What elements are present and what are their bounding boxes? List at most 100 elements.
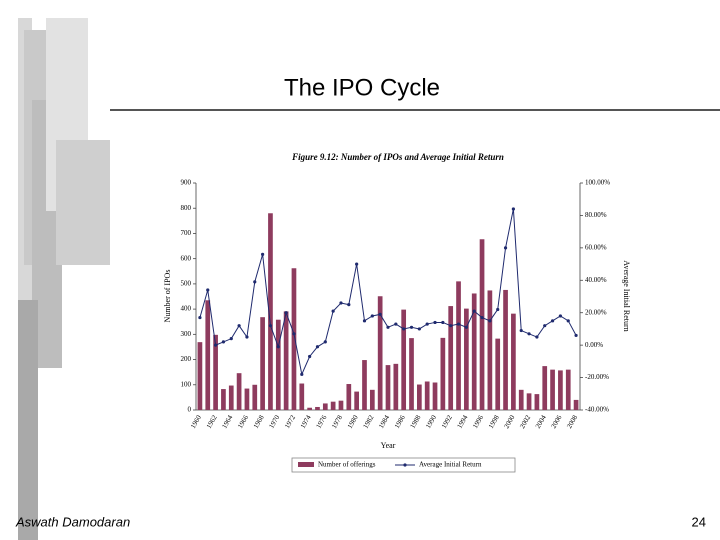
bar: [518, 389, 524, 410]
bar: [471, 293, 477, 410]
y2-tick-label: -40.00%: [585, 406, 609, 414]
y-tick-label: 500: [181, 279, 192, 287]
x-tick-label: 2004: [534, 413, 548, 430]
bar: [503, 289, 508, 410]
bar: [299, 383, 305, 410]
x-tick-label: 1978: [330, 413, 344, 430]
bar: [362, 360, 367, 410]
y2-tick-label: 60.00%: [585, 243, 607, 251]
bar: [448, 306, 454, 410]
x-tick-label: 1990: [424, 413, 438, 430]
y-tick-label: 300: [181, 330, 192, 338]
x-tick-label: 1976: [315, 413, 329, 430]
bar: [573, 399, 579, 410]
x-tick-label: 2008: [565, 413, 579, 430]
return-point: [229, 337, 233, 341]
return-point: [480, 315, 484, 320]
return-point: [308, 354, 312, 359]
x-tick-label: 1988: [409, 413, 423, 430]
bar: [275, 319, 281, 410]
bar: [401, 309, 407, 410]
bar: [205, 300, 211, 410]
y-tick-label: 700: [181, 229, 192, 237]
bar: [338, 400, 344, 410]
legend-label: Average Initial Return: [419, 461, 482, 469]
bar: [565, 369, 571, 410]
legend-box: [291, 457, 516, 473]
slide-decoration: [18, 18, 720, 540]
bar: [495, 338, 501, 410]
legend-label: Number of offerings: [318, 461, 376, 469]
return-point: [362, 319, 367, 323]
x-tick-label: 2000: [503, 413, 517, 430]
bar: [252, 384, 258, 410]
return-point: [456, 322, 461, 326]
return-point: [245, 335, 249, 339]
return-point: [566, 319, 570, 323]
return-point: [425, 322, 429, 326]
y2-tick-label: 0.00%: [585, 341, 603, 349]
bar: [330, 401, 336, 410]
return-point: [276, 345, 280, 349]
x-tick-label: 1984: [377, 413, 391, 430]
return-point: [331, 309, 335, 313]
y-tick-label: 600: [181, 254, 192, 262]
return-point: [315, 345, 320, 349]
y2-tick-label: 80.00%: [585, 211, 607, 219]
return-point: [198, 315, 202, 320]
return-point: [355, 262, 359, 266]
slide-title: The IPO Cycle: [284, 74, 440, 101]
y-tick-label: 100: [181, 380, 192, 388]
x-tick-label: 1962: [205, 413, 219, 430]
return-point: [402, 327, 406, 331]
return-point: [213, 343, 218, 347]
x-tick-label: 1972: [283, 413, 297, 430]
bar: [432, 382, 438, 410]
return-point: [550, 319, 555, 323]
return-point: [292, 332, 296, 336]
return-point: [441, 320, 445, 325]
footer-author: Aswath Damodaran: [15, 514, 130, 529]
x-tick-label: 2006: [550, 413, 564, 430]
bar: [197, 342, 203, 410]
bar: [315, 406, 320, 410]
bar: [236, 373, 242, 410]
return-point: [488, 319, 492, 323]
bar: [542, 366, 548, 410]
return-point: [417, 327, 421, 331]
x-tick-label: 1980: [346, 413, 360, 430]
x-axis-label: Year: [381, 441, 396, 450]
bar: [307, 407, 312, 410]
x-tick-label: 1998: [487, 413, 501, 430]
bar: [558, 370, 563, 410]
bar: [550, 369, 555, 410]
bar: [416, 384, 422, 410]
x-tick-label: 1996: [471, 413, 485, 430]
return-point: [511, 207, 515, 211]
x-tick-label: 1970: [267, 413, 281, 430]
return-point: [237, 324, 241, 328]
return-point: [370, 314, 374, 318]
return-point: [433, 320, 437, 325]
bar: [354, 391, 360, 410]
return-point: [221, 340, 226, 344]
return-point: [347, 303, 351, 307]
bar: [291, 268, 297, 410]
legend-swatch: [403, 463, 407, 467]
return-point: [409, 325, 414, 329]
x-tick-label: 1982: [362, 413, 376, 430]
legend-swatch: [298, 462, 314, 467]
chart-title: Figure 9.12: Number of IPOs and Average …: [291, 152, 504, 162]
return-point: [206, 288, 210, 292]
x-tick-label: 1960: [189, 413, 203, 430]
return-point: [535, 335, 539, 339]
bar: [228, 385, 234, 410]
bar: [346, 384, 352, 410]
return-point: [449, 324, 453, 328]
bar: [487, 290, 493, 410]
y-tick-label: 400: [181, 305, 192, 313]
bar: [283, 311, 289, 410]
bar: [221, 389, 226, 410]
return-point: [503, 246, 508, 250]
y-tick-label: 800: [181, 204, 192, 212]
